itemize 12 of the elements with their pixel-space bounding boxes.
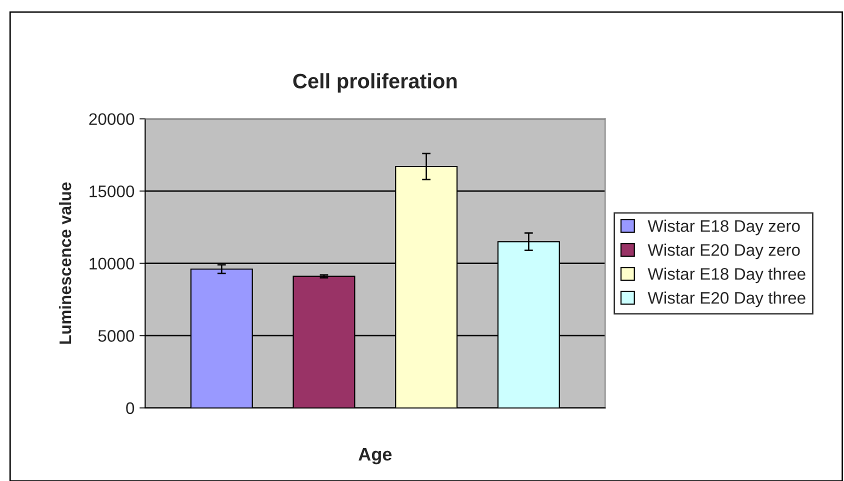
legend-label: Wistar E20 Day zero — [648, 244, 800, 260]
legend-label: Wistar E20 Day three — [648, 292, 806, 308]
y-axis-title: Luminescence value — [58, 182, 72, 344]
y-tick-label: 0 — [126, 402, 134, 414]
y-tick-label: 20000 — [89, 113, 134, 126]
y-tick-label: 5000 — [98, 330, 134, 342]
legend-label: Wistar E18 Day three — [648, 268, 806, 284]
y-tick-label: 10000 — [90, 258, 134, 270]
chart-title: Cell proliferation — [293, 73, 457, 93]
legend-label: Wistar E18 Day zero — [648, 220, 800, 236]
x-axis-title: Age — [358, 448, 392, 464]
y-tick-label: 15000 — [90, 185, 134, 198]
